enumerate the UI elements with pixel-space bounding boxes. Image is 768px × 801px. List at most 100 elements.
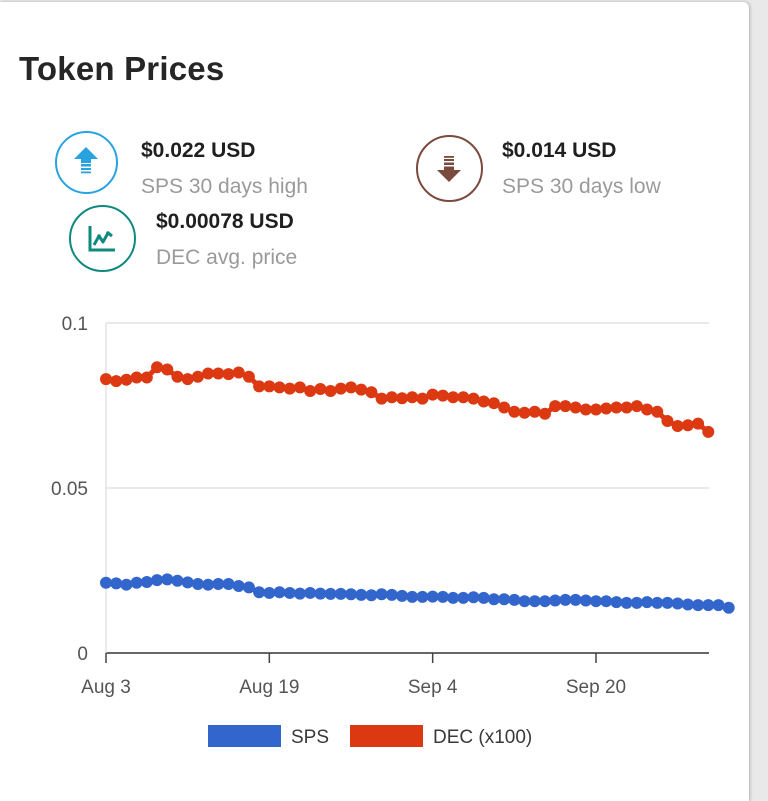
data-point bbox=[416, 392, 429, 405]
data-point bbox=[447, 391, 460, 404]
data-point bbox=[528, 595, 541, 608]
data-point bbox=[487, 593, 500, 606]
dec-avg-label: DEC avg. price bbox=[156, 246, 298, 269]
data-point bbox=[120, 373, 133, 386]
data-point bbox=[314, 383, 327, 395]
data-point bbox=[324, 384, 337, 397]
data-point bbox=[651, 596, 664, 609]
data-point bbox=[222, 368, 235, 381]
card-title: Token Prices bbox=[19, 50, 225, 87]
data-point bbox=[110, 375, 123, 388]
sps-high-value: $0.022 USD bbox=[141, 139, 256, 162]
token-price-chart: 0 0.05 0.1 Aug 3 Aug 19 Sep 4 Sep 20 SPS DEC (x1… bbox=[51, 314, 735, 748]
data-point bbox=[181, 373, 194, 386]
data-point bbox=[549, 594, 562, 607]
data-point bbox=[171, 574, 184, 587]
sps-low-value: $0.014 USD bbox=[502, 139, 617, 162]
data-point bbox=[579, 594, 592, 607]
data-point bbox=[293, 381, 306, 394]
sps-low-label: SPS 30 days low bbox=[502, 175, 661, 198]
data-point bbox=[161, 363, 174, 376]
data-point bbox=[538, 407, 551, 420]
data-point bbox=[518, 595, 531, 608]
data-point bbox=[569, 401, 582, 414]
data-point bbox=[508, 593, 521, 606]
data-point bbox=[375, 392, 388, 405]
dec-avg-value: $0.00078 USD bbox=[156, 210, 294, 233]
data-point bbox=[702, 599, 715, 612]
data-point bbox=[314, 587, 327, 600]
data-point bbox=[334, 587, 347, 600]
data-point bbox=[151, 361, 164, 374]
data-point bbox=[283, 382, 296, 395]
data-point bbox=[355, 383, 368, 396]
data-point bbox=[620, 596, 633, 609]
data-point bbox=[345, 588, 357, 601]
data-point bbox=[426, 590, 439, 603]
y-tick-label: 0 bbox=[77, 644, 88, 665]
data-point bbox=[253, 380, 266, 393]
data-point bbox=[202, 578, 215, 591]
sps-high-label: SPS 30 days high bbox=[141, 175, 308, 198]
data-point bbox=[498, 593, 511, 606]
data-point bbox=[681, 598, 694, 611]
data-point bbox=[242, 581, 255, 594]
data-point bbox=[457, 591, 470, 604]
data-point bbox=[293, 587, 306, 600]
data-point bbox=[579, 403, 592, 416]
x-tick-label: Aug 19 bbox=[239, 677, 299, 698]
data-point bbox=[722, 601, 735, 614]
arrow-up-icon bbox=[55, 131, 118, 194]
data-point bbox=[620, 401, 633, 414]
data-point bbox=[151, 574, 164, 587]
data-point bbox=[477, 591, 490, 604]
data-point bbox=[559, 593, 572, 606]
data-point bbox=[467, 392, 480, 405]
data-point bbox=[702, 425, 715, 438]
data-point bbox=[436, 389, 449, 402]
data-point bbox=[273, 586, 286, 599]
data-point bbox=[140, 371, 153, 384]
data-point bbox=[324, 587, 337, 600]
legend-label: SPS bbox=[291, 727, 329, 748]
data-point bbox=[467, 591, 480, 604]
y-tick-label: 0.1 bbox=[62, 314, 88, 335]
data-point bbox=[242, 370, 255, 383]
data-point bbox=[191, 578, 204, 591]
data-point bbox=[120, 578, 133, 591]
data-point bbox=[692, 417, 705, 430]
data-point bbox=[263, 380, 276, 393]
data-point bbox=[202, 367, 215, 380]
data-point bbox=[191, 370, 204, 383]
data-point bbox=[651, 405, 664, 418]
data-point bbox=[600, 595, 613, 608]
chart-line-icon bbox=[69, 205, 136, 272]
data-point bbox=[630, 596, 643, 609]
data-point bbox=[140, 576, 153, 589]
data-point bbox=[436, 590, 449, 603]
data-point bbox=[416, 590, 429, 603]
data-point bbox=[671, 419, 684, 432]
data-point bbox=[549, 400, 562, 413]
data-point bbox=[681, 419, 694, 432]
legend-swatch bbox=[350, 725, 423, 747]
data-point bbox=[610, 401, 623, 414]
data-point bbox=[692, 599, 705, 612]
data-point bbox=[396, 589, 409, 602]
data-point bbox=[641, 403, 654, 416]
data-point bbox=[457, 391, 470, 404]
data-point bbox=[181, 576, 194, 589]
data-point bbox=[304, 384, 317, 397]
data-point bbox=[661, 596, 674, 609]
data-point bbox=[528, 405, 541, 418]
data-point bbox=[569, 593, 582, 606]
data-point bbox=[385, 588, 398, 601]
data-point bbox=[283, 586, 296, 599]
data-point bbox=[161, 573, 174, 586]
data-point bbox=[304, 586, 317, 599]
data-point bbox=[100, 576, 112, 589]
data-point bbox=[273, 381, 286, 394]
data-point bbox=[600, 402, 613, 415]
data-point bbox=[610, 596, 623, 609]
data-point bbox=[253, 586, 266, 599]
